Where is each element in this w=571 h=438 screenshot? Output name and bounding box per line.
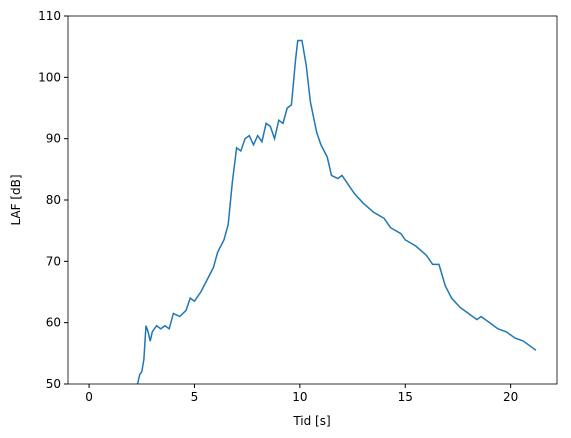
x-axis-label: Tid [s]	[292, 414, 330, 428]
y-tick-label: 100	[38, 70, 61, 84]
x-tick-label: 10	[292, 390, 307, 404]
y-tick-label: 50	[46, 377, 61, 391]
x-tick-label: 20	[503, 390, 518, 404]
y-tick-label: 70	[46, 254, 61, 268]
x-tick-label: 15	[398, 390, 413, 404]
x-tick-label: 0	[85, 390, 93, 404]
y-tick-label: 60	[46, 316, 61, 330]
data-line	[136, 39, 537, 384]
y-axis-label: LAF [dB]	[9, 174, 23, 225]
plot-frame	[67, 15, 558, 385]
y-tick-label: 90	[46, 132, 61, 146]
y-tick-label: 110	[38, 9, 61, 23]
y-tick-label: 80	[46, 193, 61, 207]
x-tick-label: 5	[191, 390, 199, 404]
